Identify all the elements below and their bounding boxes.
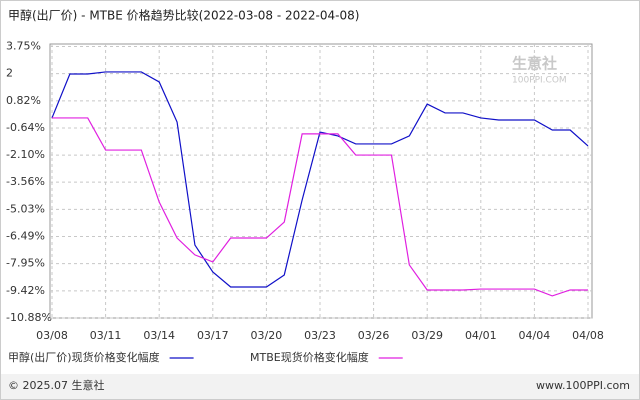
y-tick-label: 3.75% [6,40,41,53]
y-tick-label: -9.42% [6,284,45,297]
legend-label: 甲醇(出厂价)现货价格变化幅度 [8,350,160,364]
chart-title: 甲醇(出厂价) - MTBE 价格趋势比较(2022-03-08 - 2022-… [8,8,359,23]
y-tick-label: -0.64% [6,121,45,134]
legend-label: MTBE现货价格变化幅度 [250,350,369,364]
x-tick-label: 03/17 [197,329,229,342]
x-tick-label: 03/26 [358,329,390,342]
x-tick-label: 03/29 [411,329,443,342]
footer-site: www.100PPI.com [536,379,630,392]
x-tick-label: 04/01 [465,329,497,342]
y-tick-label: -7.95% [6,257,45,270]
series-line [52,117,588,297]
series-line [51,71,589,288]
y-tick-label: 2 [6,67,13,80]
footer-copyright: © 2025.07 生意社 [8,378,104,392]
footer-band [1,374,639,399]
y-tick-label: -3.56% [6,175,45,188]
x-tick-label: 04/08 [572,329,604,342]
x-tick-label: 03/14 [143,329,175,342]
x-tick-label: 03/23 [304,329,336,342]
y-tick-label: -5.03% [6,202,45,215]
y-tick-label: -2.10% [6,148,45,161]
x-tick-label: 04/04 [519,329,551,342]
y-tick-label: -10.88% [6,311,52,324]
x-tick-label: 03/11 [90,329,122,342]
x-tick-label: 03/08 [36,329,68,342]
x-tick-label: 03/20 [251,329,283,342]
y-tick-label: -6.49% [6,230,45,243]
watermark-site: 100PPI.COM [512,76,567,86]
y-tick-label: 0.82% [6,94,41,107]
